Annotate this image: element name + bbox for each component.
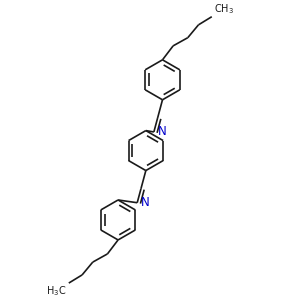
Text: N: N bbox=[141, 196, 150, 209]
Text: CH$_3$: CH$_3$ bbox=[214, 2, 234, 16]
Text: H$_3$C: H$_3$C bbox=[46, 284, 67, 298]
Text: N: N bbox=[158, 125, 166, 139]
